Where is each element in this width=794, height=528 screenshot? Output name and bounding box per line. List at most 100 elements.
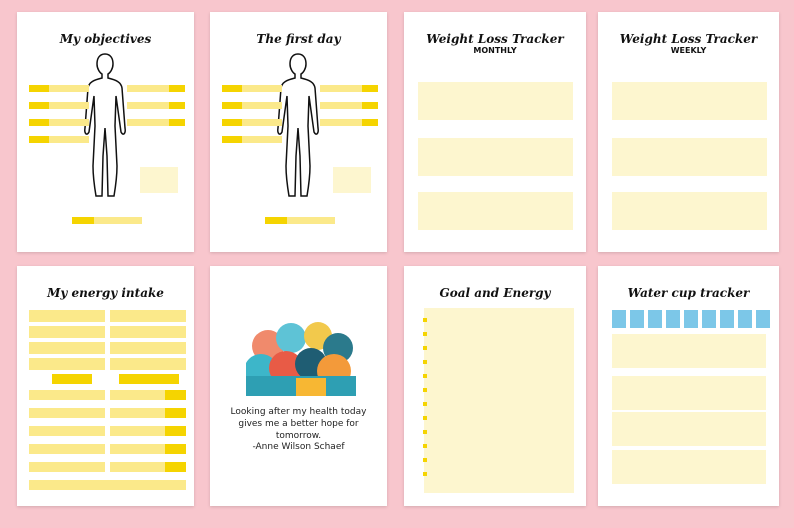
field [423,444,427,448]
field [140,167,178,193]
field [29,102,89,109]
field [165,390,186,400]
field [29,480,186,490]
field [424,308,574,493]
page-title: Water cup tracker [627,286,750,300]
field [29,390,105,400]
field [29,408,105,418]
field [72,217,94,224]
page-subtitle: MONTHLY [473,46,517,55]
page-title: My energy intake [47,286,164,300]
field [320,102,378,109]
field [423,346,427,350]
field [423,374,427,378]
field [165,408,186,418]
field [119,374,179,384]
page-title: Weight Loss Tracker [619,32,758,46]
field [612,412,766,446]
field [127,119,185,126]
page: Weight Loss Tracker WEEKLY [598,12,779,252]
field [169,85,185,92]
field [320,119,378,126]
field [110,408,186,418]
field [29,136,49,143]
field [29,326,105,338]
field [362,119,378,126]
field [222,102,282,109]
field [110,426,186,436]
field [265,217,287,224]
page-title: My objectives [59,32,152,46]
field [612,450,766,484]
field [29,119,89,126]
field [29,102,49,109]
field [222,119,282,126]
field [418,138,573,176]
field [110,342,186,354]
field [612,138,767,176]
field [756,310,770,328]
page: My objectives [17,12,194,252]
field [612,192,767,230]
page: Water cup tracker [598,266,779,506]
field [110,358,186,370]
field [265,217,335,224]
field [127,85,185,92]
body-outline [277,53,319,197]
field [612,82,767,120]
page: The first day [210,12,387,252]
field [110,326,186,338]
field [222,102,242,109]
field [666,310,680,328]
page-title: The first day [256,32,341,46]
field [423,402,427,406]
quote-author: -Anne Wilson Schaef [252,442,345,452]
field [702,310,716,328]
field [423,332,427,336]
field [630,310,644,328]
field [423,430,427,434]
field [333,167,371,193]
field [418,192,573,230]
field [222,136,242,143]
field [362,102,378,109]
field [320,85,378,92]
field [29,85,49,92]
field [29,342,105,354]
field [29,85,89,92]
field [423,318,427,322]
field [362,85,378,92]
field [423,472,427,476]
page: My energy intake [17,266,194,506]
page: Looking after my health today gives me a… [210,266,387,506]
quote: Looking after my health today gives me a… [230,407,367,441]
field [423,388,427,392]
illustration [246,322,356,396]
field [29,462,105,472]
field [738,310,752,328]
field [165,444,186,454]
field [165,426,186,436]
field [648,310,662,328]
field [222,85,282,92]
field [169,102,185,109]
field [29,426,105,436]
field [29,358,105,370]
field [29,310,105,322]
field [222,136,282,143]
page-subtitle: WEEKLY [670,46,707,55]
page-title: Weight Loss Tracker [426,32,564,46]
field [29,119,49,126]
field [423,360,427,364]
field [52,374,92,384]
field [612,310,626,328]
field [222,119,242,126]
field [165,462,186,472]
field [127,102,185,109]
field [418,82,573,120]
page: Weight Loss Tracker MONTHLY [404,12,586,252]
field [423,458,427,462]
field [720,310,734,328]
field [72,217,142,224]
